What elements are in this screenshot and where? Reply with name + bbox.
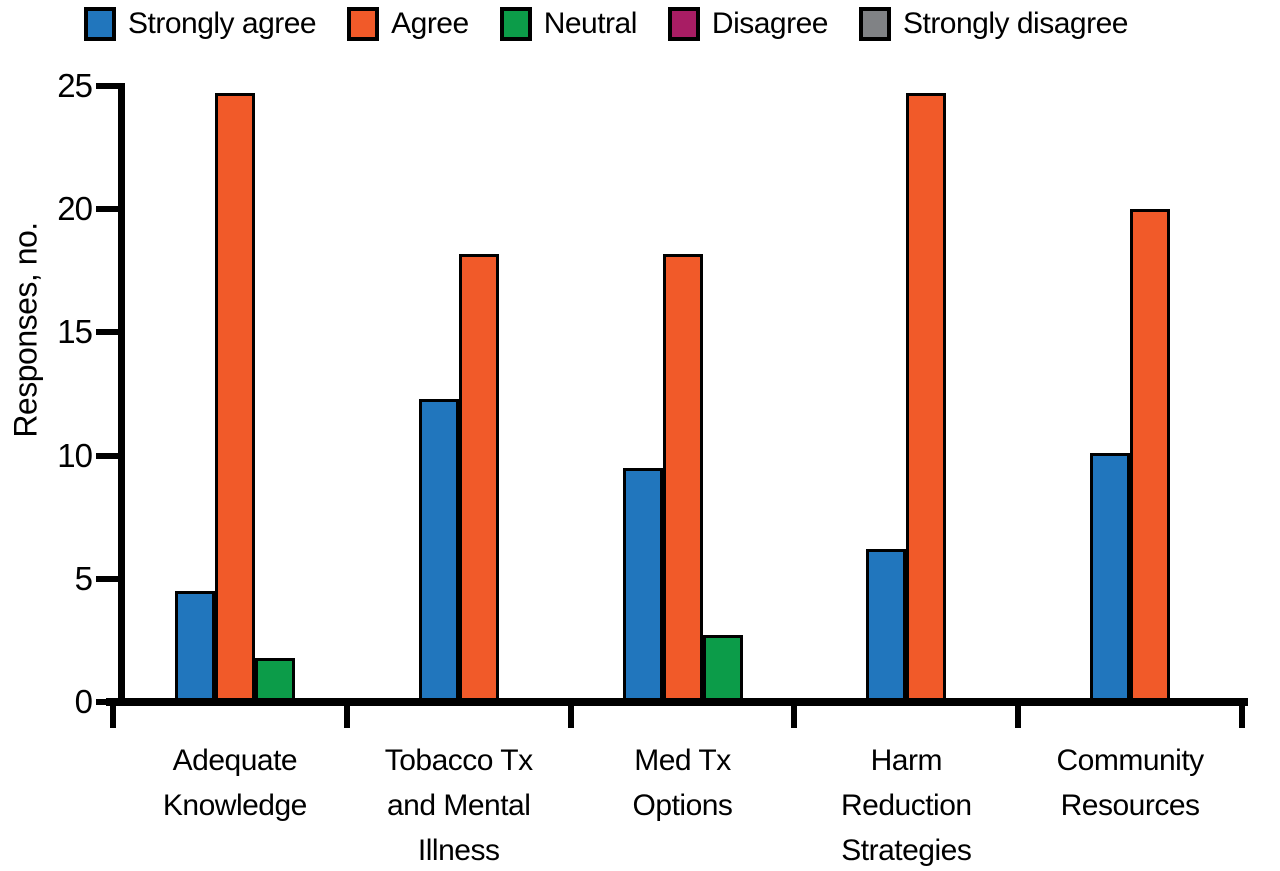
legend-label-strongly-agree: Strongly agree xyxy=(128,7,317,40)
y-axis-tick-label-15: 15 xyxy=(57,313,93,351)
legend-label-disagree: Disagree xyxy=(711,7,829,40)
legend-swatch-strongly-disagree xyxy=(858,7,891,41)
x-axis-line xyxy=(106,698,1248,706)
y-axis-tick-label-25: 25 xyxy=(57,67,93,104)
y-axis-tick-label-0: 0 xyxy=(74,683,93,720)
chart-legend: Strongly agree Agree Neutral Disagree Strong… xyxy=(84,2,1128,46)
y-axis-tick-25 xyxy=(96,83,123,89)
x-axis-tick-3 xyxy=(791,702,798,728)
bar-agree-adequate-knowledge xyxy=(214,93,255,704)
x-axis-tick-5 xyxy=(1239,702,1245,728)
legend-swatch-strongly-agree xyxy=(84,7,116,41)
x-axis-tick-0 xyxy=(110,702,116,728)
bar-strongly-agree-community-resources xyxy=(1090,453,1131,704)
bar-neutral-med-tx-options xyxy=(702,635,743,704)
x-axis-tick-2 xyxy=(567,702,574,728)
y-axis-tick-label-20: 20 xyxy=(57,190,93,228)
legend-item-neutral: Neutral xyxy=(499,7,638,41)
y-axis-tick-15 xyxy=(96,329,123,336)
bar-strongly-agree-harm-reduction-strategies xyxy=(866,549,907,704)
legend-item-strongly-disagree: Strongly disagree xyxy=(858,7,1128,41)
bar-agree-harm-reduction-strategies xyxy=(906,93,947,704)
legend-swatch-neutral xyxy=(499,7,532,41)
legend-swatch-disagree xyxy=(667,7,700,41)
legend-label-neutral: Neutral xyxy=(543,7,638,40)
legend-label-strongly-disagree: Strongly disagree xyxy=(902,7,1128,40)
legend-label-agree: Agree xyxy=(391,7,469,40)
category-label-harm-reduction-strategies: Harm Reduction Strategies xyxy=(841,744,972,867)
y-axis-tick-label-5: 5 xyxy=(74,559,93,597)
bar-strongly-agree-adequate-knowledge xyxy=(174,591,215,704)
y-axis-tick-10 xyxy=(96,452,123,459)
y-axis-tick-label-10: 10 xyxy=(57,436,93,474)
category-label-med-tx-options: Med Tx Options xyxy=(632,744,733,822)
bar-agree-tobacco-tx-and-mental-illness xyxy=(458,253,499,704)
legend-item-strongly-agree: Strongly agree xyxy=(84,7,317,41)
legend-item-agree: Agree xyxy=(347,7,469,41)
bar-strongly-agree-med-tx-options xyxy=(622,467,663,704)
legend-item-disagree: Disagree xyxy=(667,7,829,41)
category-label-community-resources: Community Resources xyxy=(1056,744,1204,822)
bar-neutral-adequate-knowledge xyxy=(254,657,295,704)
y-axis-tick-5 xyxy=(96,575,123,582)
legend-swatch-agree xyxy=(347,7,380,41)
category-label-tobacco-tx-and-mental-illness: Tobacco Tx and Mental Illness xyxy=(384,744,533,867)
x-axis-tick-1 xyxy=(343,702,350,728)
bar-agree-community-resources xyxy=(1130,209,1171,704)
x-axis-tick-4 xyxy=(1015,702,1022,728)
bar-agree-med-tx-options xyxy=(662,253,703,704)
y-axis-line xyxy=(118,83,125,706)
bar-strongly-agree-tobacco-tx-and-mental-illness xyxy=(418,398,459,704)
y-axis-tick-20 xyxy=(96,206,123,213)
category-label-adequate-knowledge: Adequate Knowledge xyxy=(162,744,307,822)
